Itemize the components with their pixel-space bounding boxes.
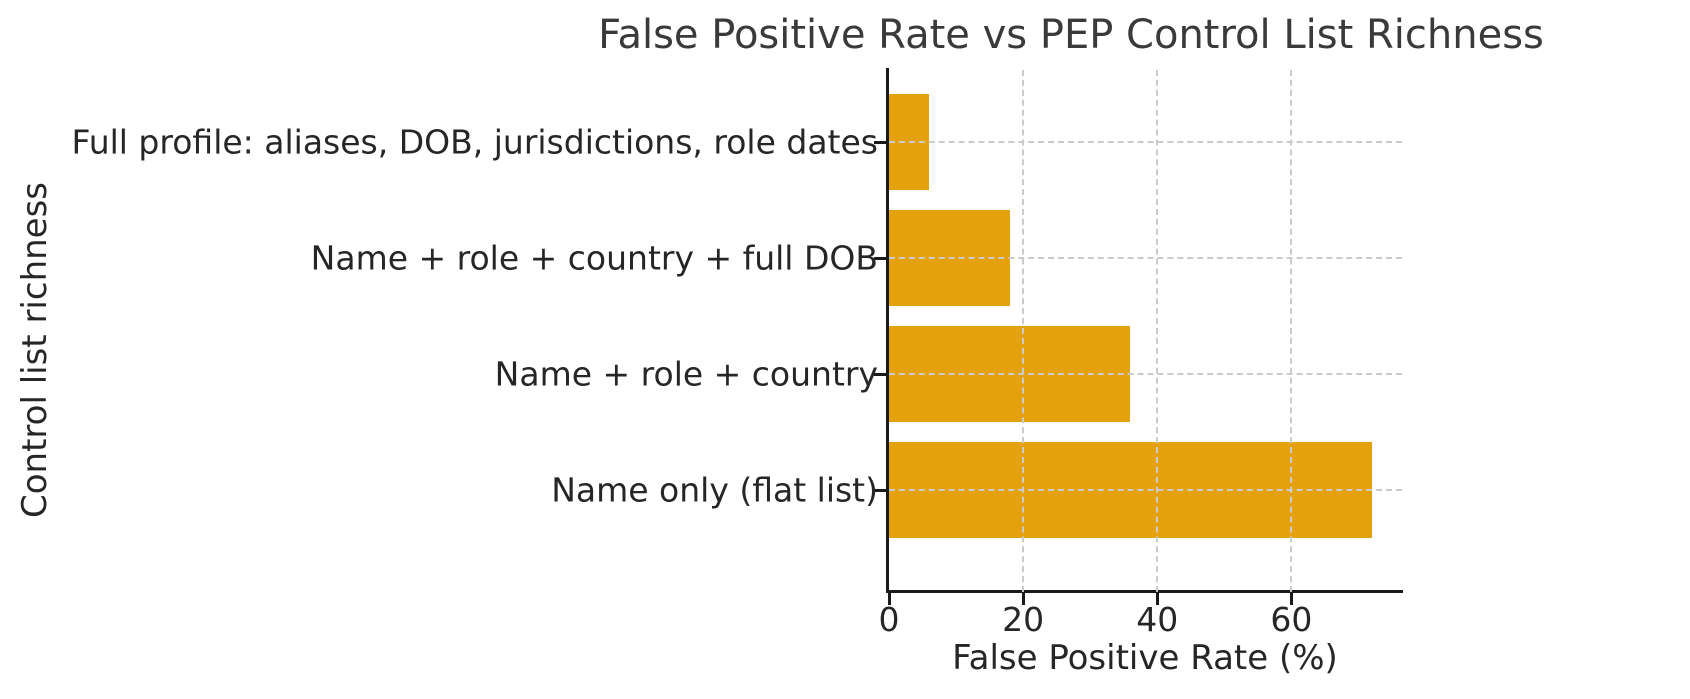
chart-title: False Positive Rate vs PEP Control List … xyxy=(598,12,1544,58)
x-tick-mark xyxy=(1021,593,1025,605)
y-tick-mark xyxy=(874,372,886,376)
vertical-gridline xyxy=(1290,70,1293,592)
horizontal-gridline xyxy=(889,257,1402,259)
y-tick-mark xyxy=(874,256,886,260)
x-tick-mark xyxy=(1155,593,1159,605)
x-tick-label: 40 xyxy=(1136,600,1179,639)
y-tick-mark xyxy=(874,488,886,492)
x-tick-label: 20 xyxy=(1002,600,1045,639)
y-tick-label: Full profile: aliases, DOB, jurisdiction… xyxy=(71,122,878,162)
plot-area xyxy=(889,70,1402,592)
x-tick-mark xyxy=(887,593,891,605)
y-tick-label: Name only (flat list) xyxy=(551,470,878,510)
x-tick-mark xyxy=(1289,593,1293,605)
y-tick-label: Name + role + country + full DOB xyxy=(310,238,878,278)
vertical-gridline xyxy=(1022,70,1025,592)
y-axis-label: Control list richness xyxy=(15,181,55,519)
y-tick-mark xyxy=(874,140,886,144)
horizontal-gridline xyxy=(889,373,1402,375)
x-axis-spine xyxy=(886,590,1403,593)
y-tick-label: Name + role + country xyxy=(494,354,878,394)
x-tick-label: 60 xyxy=(1270,600,1313,639)
y-axis-spine xyxy=(886,68,889,593)
horizontal-gridline xyxy=(889,489,1402,491)
vertical-gridline xyxy=(1156,70,1159,592)
x-axis-label: False Positive Rate (%) xyxy=(952,638,1338,678)
horizontal-gridline xyxy=(889,141,1402,143)
x-tick-label: 0 xyxy=(878,600,900,639)
